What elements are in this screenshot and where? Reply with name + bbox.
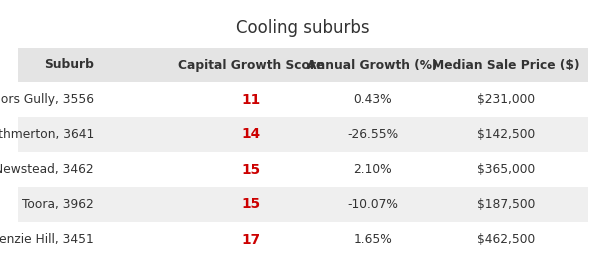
Text: Cooling suburbs: Cooling suburbs	[236, 19, 370, 37]
Text: 1.65%: 1.65%	[353, 233, 392, 246]
Text: Median Sale Price ($): Median Sale Price ($)	[432, 58, 580, 72]
Text: Toora, 3962: Toora, 3962	[22, 198, 94, 211]
Bar	[18, 222, 588, 257]
Text: -26.55%: -26.55%	[347, 128, 398, 141]
Text: $462,500: $462,500	[477, 233, 535, 246]
Text: Annual Growth (%): Annual Growth (%)	[307, 58, 438, 72]
Text: 14: 14	[242, 128, 261, 141]
Text: Mckenzie Hill, 3451: Mckenzie Hill, 3451	[0, 233, 94, 246]
Bar	[18, 117, 588, 152]
Text: $142,500: $142,500	[477, 128, 535, 141]
Text: 11: 11	[242, 93, 261, 107]
Text: $187,500: $187,500	[477, 198, 535, 211]
Text: $365,000: $365,000	[477, 163, 535, 176]
Text: Newstead, 3462: Newstead, 3462	[0, 163, 94, 176]
Text: 15: 15	[242, 162, 261, 176]
Text: Suburb: Suburb	[44, 58, 94, 72]
Bar	[18, 82, 588, 117]
Bar	[18, 152, 588, 187]
Text: 17: 17	[242, 232, 261, 246]
Text: Strathmerton, 3641: Strathmerton, 3641	[0, 128, 94, 141]
Text: Capital Growth Score: Capital Growth Score	[178, 58, 325, 72]
Text: 0.43%: 0.43%	[353, 93, 392, 106]
Text: -10.07%: -10.07%	[347, 198, 398, 211]
Text: Sailors Gully, 3556: Sailors Gully, 3556	[0, 93, 94, 106]
Text: 2.10%: 2.10%	[353, 163, 392, 176]
Text: 15: 15	[242, 197, 261, 211]
Bar	[18, 187, 588, 222]
Bar	[18, 48, 588, 82]
Text: $231,000: $231,000	[477, 93, 535, 106]
